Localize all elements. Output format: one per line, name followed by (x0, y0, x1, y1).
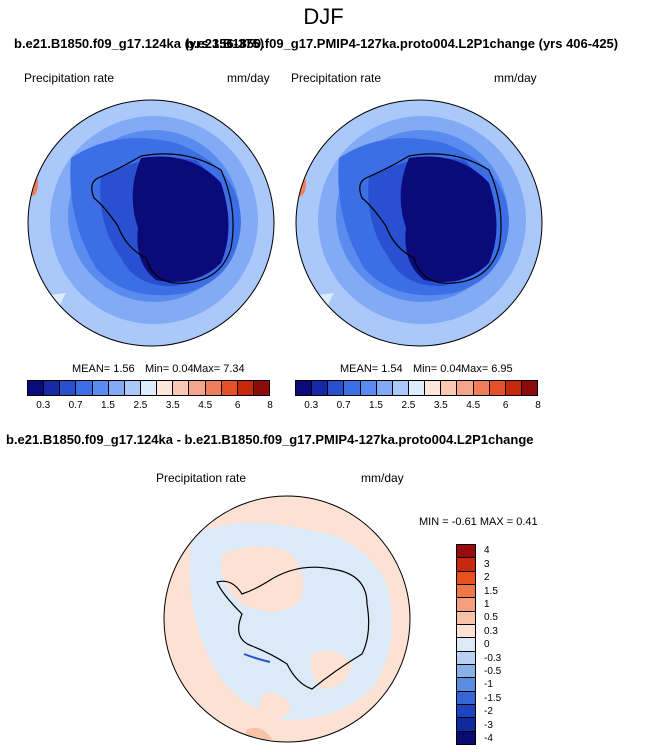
colorbar-tick-label: 3 (484, 558, 490, 570)
colorbar-swatch (457, 718, 475, 732)
panel1-units: mm/day (227, 71, 270, 85)
panel1-max: Max= 7.34 (193, 363, 245, 375)
colorbar-tick-label: 8 (535, 400, 541, 411)
colorbar-swatch (108, 381, 125, 395)
diff-title: b.e21.B1850.f09_g17.124ka - b.e21.B1850.… (6, 432, 534, 447)
colorbar-swatch (425, 381, 442, 395)
colorbar-tick-label: 1.5 (369, 400, 383, 411)
colorbar-swatch (237, 381, 254, 395)
colorbar-tick-label: 1 (484, 599, 490, 610)
colorbar-tick-label: 0.7 (68, 400, 83, 411)
colorbar-swatch (457, 381, 474, 395)
panel3-variable: Precipitation rate (156, 471, 247, 485)
colorbar-swatch (344, 381, 361, 395)
colorbar-swatch (457, 691, 475, 705)
colorbar-tick-label: 0.3 (484, 625, 498, 637)
panel1-min: Min= 0.04 (145, 363, 194, 375)
colorbar-swatch (92, 381, 109, 395)
panel2-map (295, 99, 543, 347)
colorbar-swatch (489, 381, 506, 395)
colorbar-swatch (253, 381, 270, 395)
colorbar-tick-label: 0.7 (336, 400, 351, 411)
colorbar-tick-label: 3.5 (165, 400, 180, 411)
page-title: DJF (303, 4, 344, 29)
colorbar-swatch (521, 381, 538, 395)
colorbar-swatch (457, 558, 475, 572)
colorbar-tick-label: 0.3 (304, 400, 319, 411)
colorbar-swatch (441, 381, 458, 395)
panel3-map (163, 495, 411, 743)
panel2-min: Min= 0.04 (413, 363, 462, 375)
colorbar-swatch (457, 638, 475, 652)
colorbar-tick-label: -1 (484, 679, 493, 691)
panel3-colorbar (456, 544, 476, 745)
colorbar-swatch (221, 381, 238, 395)
panel2-max: Max= 6.95 (461, 363, 513, 375)
colorbar-tick-label: 1.5 (101, 400, 115, 411)
panel1-mean: MEAN= 1.56 (72, 363, 135, 375)
colorbar-swatch (457, 611, 475, 625)
panel2-mean: MEAN= 1.54 (340, 363, 403, 375)
colorbar-swatch (124, 381, 141, 395)
colorbar-tick-label: -4 (484, 733, 493, 744)
colorbar-swatch (457, 651, 475, 665)
panel2-units: mm/day (494, 71, 537, 85)
colorbar-tick-label: -0.5 (484, 666, 502, 677)
colorbar-swatch (44, 381, 61, 395)
colorbar-swatch (205, 381, 222, 395)
colorbar-swatch (328, 381, 345, 395)
colorbar-swatch (408, 381, 426, 395)
colorbar-swatch (457, 678, 475, 692)
panel1-variable: Precipitation rate (24, 71, 115, 85)
colorbar-swatch (376, 381, 393, 395)
panel3-units: mm/day (361, 471, 404, 485)
panel2-colorbar (295, 380, 538, 396)
colorbar-tick-label: -3 (484, 719, 493, 731)
colorbar-swatch (312, 381, 329, 395)
colorbar-tick-label: 2.5 (133, 400, 148, 411)
panel2-variable: Precipitation rate (291, 71, 382, 85)
colorbar-tick-label: 1.5 (484, 585, 498, 597)
colorbar-swatch (457, 704, 475, 719)
colorbar-tick-label: 0 (484, 639, 490, 651)
colorbar-tick-label: 8 (267, 400, 273, 411)
colorbar-tick-label: 0.5 (484, 612, 498, 624)
colorbar-swatch (457, 571, 475, 585)
colorbar-swatch (189, 381, 206, 395)
colorbar-swatch (457, 584, 475, 599)
case-title-left: b.e21.B1850.f09_g17.124ka (yrs 356-375) (14, 36, 265, 51)
colorbar-swatch (457, 731, 475, 744)
colorbar-swatch (457, 624, 475, 639)
panel1-colorbar (27, 380, 270, 396)
colorbar-swatch (140, 381, 158, 395)
colorbar-swatch (457, 545, 475, 559)
colorbar-tick-label: 2 (484, 572, 490, 584)
colorbar-swatch (473, 381, 490, 395)
colorbar-tick-label: 6 (502, 400, 509, 411)
panel3-minmax: MIN = -0.61 MAX = 0.41 (419, 516, 538, 528)
colorbar-swatch (28, 381, 45, 395)
panel1-map (27, 99, 275, 347)
colorbar-tick-label: 4.5 (466, 400, 481, 411)
colorbar-swatch (60, 381, 77, 395)
colorbar-swatch (76, 381, 93, 395)
colorbar-swatch (360, 381, 377, 395)
colorbar-swatch (296, 381, 313, 395)
colorbar-swatch (457, 664, 475, 679)
colorbar-tick-label: 0.3 (36, 400, 51, 411)
colorbar-tick-label: 6 (234, 400, 241, 411)
colorbar-swatch (457, 598, 475, 612)
colorbar-swatch (173, 381, 190, 395)
colorbar-tick-label: -1.5 (484, 692, 502, 704)
colorbar-swatch (157, 381, 174, 395)
colorbar-tick-label: 3.5 (433, 400, 448, 411)
colorbar-swatch (392, 381, 409, 395)
colorbar-tick-label: 4 (484, 545, 490, 557)
colorbar-tick-label: 4.5 (198, 400, 213, 411)
colorbar-tick-label: -0.3 (484, 652, 502, 664)
colorbar-tick-label: -2 (484, 706, 493, 718)
colorbar-tick-label: 2.5 (401, 400, 416, 411)
colorbar-swatch (505, 381, 522, 395)
case-title-right: b.e21.B1850.f09_g17.PMIP4-127ka.proto004… (186, 36, 619, 51)
